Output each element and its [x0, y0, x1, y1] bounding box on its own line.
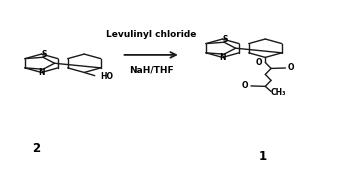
Text: S: S: [41, 50, 47, 59]
Text: S: S: [223, 35, 228, 44]
Text: 2: 2: [32, 142, 40, 155]
Text: CH₃: CH₃: [271, 88, 286, 97]
Text: N: N: [219, 53, 226, 62]
Text: HO: HO: [100, 72, 113, 81]
Text: O: O: [287, 63, 294, 72]
Text: NaH/THF: NaH/THF: [129, 65, 173, 74]
Text: 1: 1: [258, 150, 267, 163]
Text: O: O: [241, 81, 248, 90]
Text: O: O: [256, 58, 262, 67]
Text: N: N: [38, 68, 45, 77]
Text: Levulinyl chloride: Levulinyl chloride: [106, 30, 196, 39]
